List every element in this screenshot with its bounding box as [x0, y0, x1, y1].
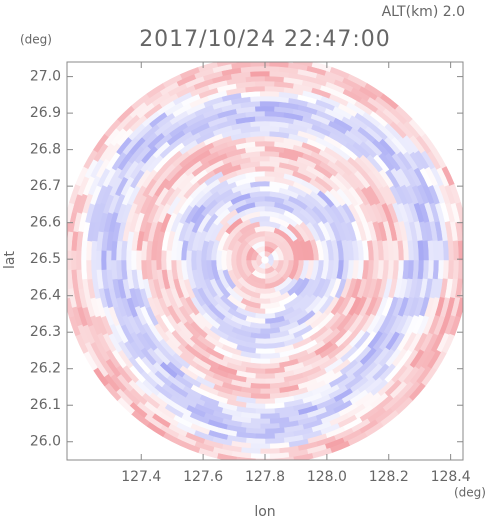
- echo-cell: [215, 249, 223, 271]
- echo-cell: [250, 418, 271, 425]
- echo-cell: [67, 277, 68, 280]
- echo-cell: [250, 393, 271, 400]
- echo-cell: [250, 453, 271, 460]
- y-tick-label: 26.7: [30, 178, 61, 194]
- echo-cell: [254, 312, 276, 320]
- echo-cell: [259, 65, 280, 72]
- echo-cell: [460, 221, 463, 242]
- echo-cell: [195, 249, 202, 271]
- echo-cell: [249, 382, 271, 390]
- echo-cell: [95, 250, 102, 270]
- echo-cell: [457, 259, 463, 280]
- x-tick-label: 128.0: [307, 469, 347, 485]
- echo-cell: [249, 130, 271, 138]
- y-tick-label: 27.0: [30, 69, 61, 85]
- echo-cell: [259, 423, 280, 430]
- echo-cell: [135, 249, 142, 271]
- echo-cell: [274, 456, 294, 460]
- echo-cell: [254, 398, 276, 405]
- x-axis-label: lon: [254, 504, 275, 520]
- echo-cell: [190, 249, 197, 271]
- y-tick-label: 26.2: [30, 361, 61, 377]
- echo-cell: [185, 249, 192, 271]
- echo-cell: [254, 348, 276, 355]
- echo-cell: [259, 387, 280, 395]
- echo-cell: [254, 338, 276, 345]
- echo-cell: [254, 165, 276, 172]
- y-tick-label: 26.4: [30, 288, 61, 304]
- echo-cell: [254, 175, 276, 182]
- y-tick-label: 26.1: [30, 397, 61, 413]
- echo-cell: [67, 240, 68, 243]
- echo-cell: [460, 278, 463, 299]
- echo-cell: [259, 100, 280, 107]
- x-unit: (deg): [454, 486, 486, 500]
- y-tick-label: 26.3: [30, 324, 61, 340]
- echo-cell: [457, 240, 463, 261]
- echo-cell: [254, 373, 276, 380]
- echo-cell: [220, 249, 228, 271]
- x-tick-label: 127.8: [245, 469, 285, 485]
- y-axis-label: lat: [2, 251, 18, 269]
- x-tick-label: 128.2: [369, 469, 409, 485]
- echo-cell: [216, 62, 237, 67]
- echo-cell: [255, 408, 275, 415]
- echo-cell: [255, 105, 275, 112]
- echo-cell: [293, 453, 314, 460]
- echo-cell: [255, 56, 274, 61]
- echo-cell: [67, 250, 72, 270]
- y-tick-label: 26.0: [30, 434, 61, 450]
- echo-cell: [67, 297, 75, 318]
- echo-cell: [462, 240, 463, 243]
- x-tick-label: 127.6: [183, 469, 223, 485]
- y-tick-label: 26.5: [30, 251, 61, 267]
- echo-cell: [254, 140, 276, 147]
- echo-cell: [100, 250, 107, 270]
- echo-cell: [130, 249, 137, 271]
- echo-cell: [160, 249, 167, 271]
- subtitle: ALT(km) 2.0: [382, 4, 465, 20]
- chart-title: 2017/10/24 22:47:00: [139, 27, 391, 52]
- echo-cell: [125, 250, 132, 270]
- echo-cell: [259, 413, 280, 420]
- echo-cell: [250, 120, 271, 127]
- echo-cell: [259, 448, 280, 455]
- echo-cell: [455, 202, 463, 223]
- y-unit: (deg): [20, 33, 52, 47]
- echo-cell: [250, 443, 271, 450]
- echo-cell: [254, 200, 276, 208]
- echo-cell: [259, 125, 280, 133]
- echo-cell: [250, 70, 271, 77]
- echo-cell: [293, 62, 314, 67]
- y-tick-label: 26.6: [30, 215, 61, 231]
- echo-cell: [67, 221, 70, 242]
- x-tick-label: 128.4: [431, 469, 471, 485]
- echo-cell: [75, 250, 82, 270]
- echo-cell: [70, 250, 77, 270]
- radar-field: [67, 56, 463, 460]
- echo-cell: [67, 278, 70, 299]
- echo-cell: [236, 456, 256, 460]
- y-tick-label: 26.9: [30, 105, 61, 121]
- echo-cell: [259, 90, 280, 97]
- echo-cell: [165, 249, 172, 271]
- echo-cell: [250, 95, 271, 102]
- y-tick-label: 26.8: [30, 142, 61, 158]
- echo-cell: [254, 115, 276, 122]
- echo-cell: [462, 277, 463, 280]
- echo-cell: [255, 433, 275, 440]
- echo-cell: [197, 62, 219, 73]
- echo-cell: [105, 249, 112, 271]
- x-tick-label: 127.4: [121, 469, 161, 485]
- echo-cell: [255, 80, 275, 87]
- echo-cell: [155, 249, 162, 271]
